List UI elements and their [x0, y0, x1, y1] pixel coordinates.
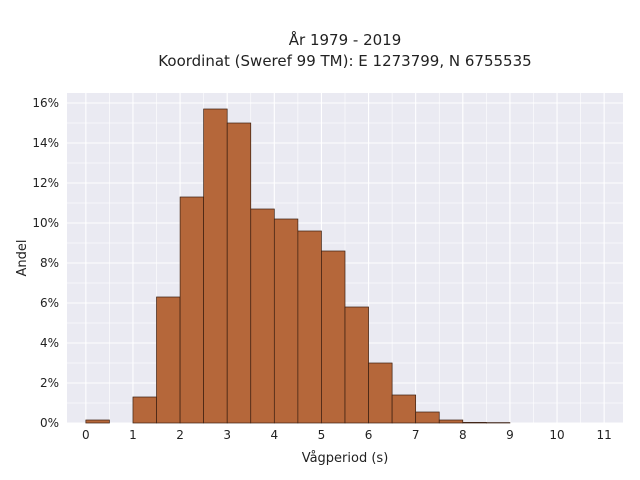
y-tick-label: 14%: [32, 136, 59, 150]
histogram-bar: [415, 411, 440, 424]
x-tick-label: 1: [129, 428, 137, 442]
x-tick-label: 8: [459, 428, 467, 442]
y-axis-label: Andel: [15, 240, 30, 277]
x-tick-label: 4: [271, 428, 279, 442]
x-tick-labels: 0 1 2 3 4 5 6 7 8 9 10 11: [82, 428, 612, 442]
histogram-bar: [438, 419, 464, 424]
x-tick-label: 11: [597, 428, 612, 442]
histogram-bar: [462, 422, 487, 424]
histogram-bar: [179, 196, 204, 424]
histogram-bar: [226, 122, 252, 424]
histogram-bar: [368, 362, 393, 424]
histogram-bar: [250, 208, 275, 424]
x-tick-label: 7: [412, 428, 420, 442]
x-tick-label: 10: [549, 428, 564, 442]
histogram-bar: [344, 306, 369, 424]
y-tick-label: 2%: [40, 376, 59, 390]
x-tick-label: 3: [223, 428, 231, 442]
x-tick-label: 9: [506, 428, 514, 442]
bars-group: [85, 108, 511, 424]
x-tick-label: 2: [176, 428, 184, 442]
histogram-bar: [203, 108, 228, 424]
histogram-bar: [321, 250, 346, 424]
histogram-bar: [85, 419, 110, 424]
histogram-bar: [132, 396, 157, 424]
x-tick-label: 0: [82, 428, 90, 442]
chart-title-line-1: År 1979 - 2019: [289, 30, 402, 49]
histogram-bar: [391, 394, 417, 424]
histogram-bar: [156, 296, 181, 424]
y-tick-label: 16%: [32, 96, 59, 110]
y-tick-label: 0%: [40, 416, 59, 430]
y-tick-label: 10%: [32, 216, 59, 230]
y-tick-label: 12%: [32, 176, 59, 190]
histogram-bar: [297, 230, 322, 424]
x-tick-label: 6: [365, 428, 373, 442]
y-tick-label: 8%: [40, 256, 59, 270]
y-tick-label: 4%: [40, 336, 59, 350]
y-tick-labels: 0% 2% 4% 6% 8% 10% 12% 14% 16%: [32, 96, 59, 430]
y-tick-label: 6%: [40, 296, 59, 310]
x-axis-label: Vågperiod (s): [302, 451, 389, 466]
histogram-bar: [273, 218, 299, 424]
x-tick-label: 5: [318, 428, 326, 442]
chart-title-line-2: Koordinat (Sweref 99 TM): E 1273799, N 6…: [158, 52, 531, 70]
